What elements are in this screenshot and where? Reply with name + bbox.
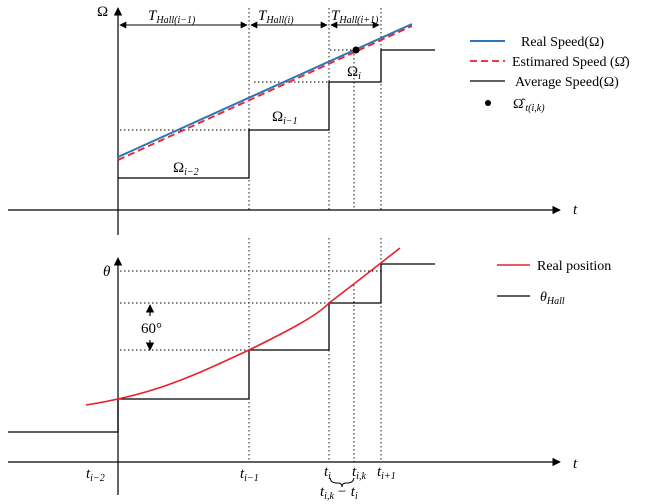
- interval-label: ti,k − ti: [320, 484, 358, 502]
- theta-hall-staircase: [8, 263, 435, 433]
- legend-estimate-dot: [485, 100, 491, 106]
- bottom-legend: Real position θHall: [497, 259, 611, 307]
- angle-label: 60°: [141, 321, 162, 337]
- legend-average-label: Average Speed(Ω): [515, 75, 619, 90]
- period-label-i: THall(i): [258, 8, 294, 26]
- interval-brace: [329, 477, 355, 488]
- real-position-curve: [85, 247, 401, 406]
- legend-real-speed-label: Real Speed(Ω): [521, 35, 604, 50]
- tick-t-i-2: ti−2: [86, 466, 105, 484]
- estimated-speed-line: [117, 25, 413, 161]
- top-legend: Real Speed(Ω) Estimared Speed (Ω̂) Avera…: [470, 35, 630, 114]
- bottom-x-axis-label: t: [573, 456, 578, 472]
- top-x-axis-label: t: [573, 202, 578, 218]
- bottom-position-plot: θ t 60° Real position θHall ti−2: [8, 238, 611, 502]
- tick-t-i-1: ti−1: [240, 466, 259, 484]
- period-label-i+1: THall(i+1): [331, 8, 379, 26]
- estimate-point: [352, 46, 360, 54]
- legend-estimated-label: Estimared Speed (Ω̂): [512, 55, 630, 70]
- real-speed-line: [117, 23, 413, 158]
- tick-t-ik: ti,k: [352, 464, 366, 482]
- legend-estimate-label: Ω̂ t(i,k): [513, 97, 545, 114]
- step-label-i-2: Ωi−2: [173, 160, 199, 178]
- average-speed-staircase: [118, 49, 435, 179]
- tick-t-i: ti: [324, 464, 331, 482]
- legend-real-position-label: Real position: [537, 259, 611, 274]
- step-label-i-1: Ωi−1: [272, 109, 298, 127]
- tick-t-i+1: ti+1: [377, 464, 396, 482]
- top-guide-lines: [120, 8, 382, 210]
- top-speed-plot: Ω t THall(i−1) THall(i) THall(i+1): [8, 4, 630, 235]
- legend-theta-hall-label: θHall: [540, 290, 565, 307]
- bottom-y-axis-label: θ: [103, 264, 111, 280]
- period-label-i-1: THall(i−1): [148, 8, 196, 26]
- top-y-axis-label: Ω: [97, 4, 108, 20]
- step-label-i: Ωi: [347, 64, 361, 82]
